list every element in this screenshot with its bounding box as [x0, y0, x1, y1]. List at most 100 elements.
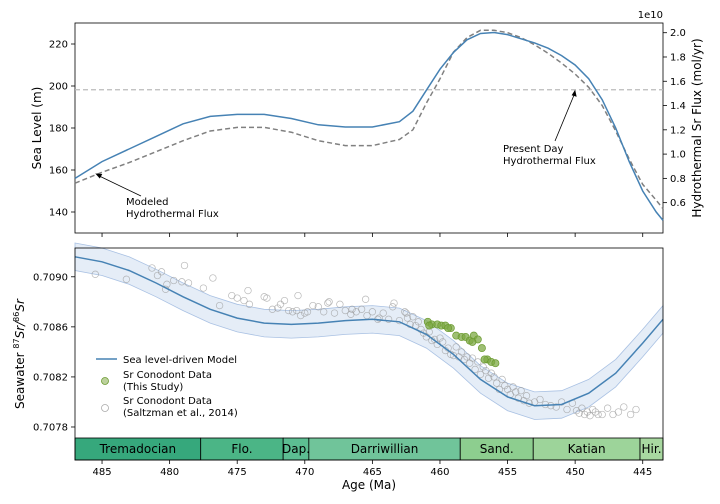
saltzman-point	[384, 315, 393, 323]
saltzman-point	[457, 348, 466, 356]
saltzman-point	[420, 329, 428, 337]
y-tick-label: 200	[49, 82, 68, 93]
annotation-arrow	[554, 94, 575, 142]
saltzman-point	[414, 318, 422, 326]
legend-label-this-study-2: (This Study)	[123, 382, 183, 393]
this-study-points	[423, 317, 500, 368]
saltzman-point	[389, 303, 397, 311]
this-study-point	[468, 337, 477, 346]
saltzman-point	[268, 305, 277, 313]
saltzman-point	[324, 299, 332, 307]
x-tick-label: 485	[92, 467, 111, 478]
saltzman-point	[471, 365, 479, 374]
offset-label: 1e10	[638, 10, 663, 21]
saltzman-point	[390, 299, 398, 307]
x-tick-label: 475	[228, 467, 247, 478]
x-tick-label: 445	[633, 467, 652, 478]
hydrothermal-flux-line	[74, 29, 664, 210]
x-tick-label: 450	[566, 467, 585, 478]
saltzman-point	[578, 404, 586, 412]
top-panel: 140 160 180 200 220 0.6 0.8 1.0 1.2 1.4 1.6 1.8 2.0…	[30, 10, 704, 237]
bottom-x-label: Age (Ma)	[342, 478, 396, 492]
saltzman-point	[589, 405, 597, 414]
uncertainty-band	[74, 242, 664, 420]
saltzman-point	[476, 370, 485, 379]
y-tick-label: 180	[49, 124, 68, 135]
bottom-plot-frame	[74, 247, 664, 461]
y-right-tick-label: 1.6	[670, 77, 686, 88]
stage-label: Tremadocian	[99, 442, 177, 456]
stage-label: Hir.	[642, 442, 662, 456]
saltzman-point	[436, 334, 444, 342]
saltzman-point	[330, 309, 339, 317]
saltzman-point	[501, 382, 509, 390]
x-tick-label: 470	[295, 467, 314, 478]
saltzman-point	[303, 308, 312, 316]
saltzman-point	[297, 311, 305, 320]
this-study-point	[425, 321, 434, 330]
saltzman-point	[626, 410, 635, 419]
saltzman-point	[536, 395, 544, 404]
x-tick-label: 480	[160, 467, 179, 478]
saltzman-point	[357, 305, 366, 313]
saltzman-point	[598, 410, 606, 419]
y-right-tick-label: 0.8	[670, 174, 686, 185]
saltzman-point	[632, 405, 640, 414]
model-line	[74, 256, 664, 407]
saltzman-point	[361, 295, 370, 303]
saltzman-point	[245, 300, 254, 308]
saltzman-point	[157, 268, 166, 276]
saltzman-point	[170, 276, 178, 285]
this-study-point	[444, 324, 453, 333]
y-right-tick-label: 1.2	[670, 125, 686, 136]
saltzman-point	[402, 309, 410, 317]
saltzman-point	[591, 408, 600, 416]
saltzman-point	[375, 314, 383, 322]
stage-label: Sand.	[480, 442, 514, 456]
saltzman-point	[460, 355, 468, 364]
stage-label: Darriwillian	[351, 442, 419, 456]
annotation-arrow	[98, 175, 142, 197]
saltzman-point	[180, 261, 189, 270]
legend-label-this-study: Sr Conodont Data	[123, 370, 212, 381]
saltzman-point	[490, 373, 498, 381]
saltzman-point	[487, 369, 495, 377]
saltzman-point	[439, 338, 447, 346]
legend-open-swatch	[101, 404, 109, 412]
annotation-present-day: Present Day Hydrothermal Flux	[503, 144, 596, 167]
saltzman-point	[614, 408, 623, 416]
saltzman-point	[379, 309, 387, 317]
saltzman-point	[403, 314, 412, 322]
saltzman-point	[309, 301, 317, 310]
saltzman-point	[594, 410, 602, 419]
saltzman-point	[240, 296, 248, 305]
saltzman-point	[91, 270, 99, 278]
legend-label-saltzman: Sr Conodont Data	[123, 396, 212, 407]
saltzman-point	[280, 296, 289, 305]
saltzman-point	[233, 294, 241, 302]
saltzman-points	[91, 261, 640, 420]
saltzman-point	[215, 301, 224, 310]
bottom-x-axis-ticks: 485 480 475 470 465 460 455 450 445	[92, 460, 652, 478]
top-y-right-label: Hydrothermal Sr Flux (mol/yr)	[690, 38, 704, 217]
saltzman-point	[406, 320, 414, 329]
saltzman-point	[620, 403, 628, 411]
saltzman-point	[368, 308, 377, 316]
y-right-tick-label: 1.4	[670, 101, 686, 112]
saltzman-point	[468, 354, 477, 362]
saltzman-point	[563, 405, 571, 414]
bottom-y-label: Seawater 87Sr/86Sr	[12, 298, 27, 409]
saltzman-point	[274, 304, 282, 312]
y-tick-label: 0.7090	[33, 272, 68, 283]
saltzman-point	[184, 279, 193, 287]
stage-label: Dap.	[282, 442, 310, 456]
legend: Sea level-driven Model Sr Conodont Data …	[96, 355, 238, 419]
y-tick-label: 0.7078	[33, 422, 68, 433]
annotation-line: Hydrothermal Flux	[126, 209, 219, 220]
y-tick-label: 140	[49, 208, 68, 219]
saltzman-point	[276, 300, 285, 308]
y-tick-label: 160	[49, 166, 68, 177]
saltzman-point	[586, 412, 594, 420]
saltzman-point	[293, 306, 301, 315]
